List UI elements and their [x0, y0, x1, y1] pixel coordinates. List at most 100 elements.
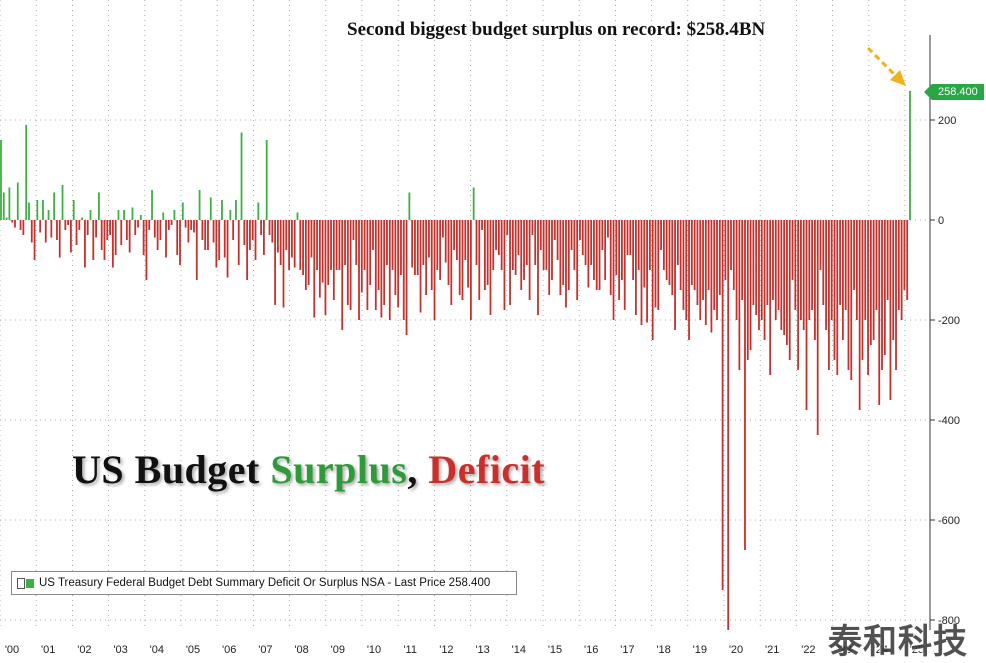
deficit-bar [64, 220, 67, 230]
surplus-bar [28, 202, 30, 220]
deficit-bar [565, 220, 567, 308]
chart-title: US Budget Surplus, Deficit [72, 446, 545, 493]
deficit-bar [570, 220, 573, 250]
x-tick-label: '04 [150, 644, 164, 656]
deficit-bar [405, 220, 408, 335]
deficit-bar [282, 220, 285, 308]
title-deficit: Deficit [428, 447, 546, 492]
surplus-bar [181, 202, 184, 220]
deficit-bar [436, 220, 439, 270]
deficit-bar [461, 220, 464, 300]
title-comma: , [407, 447, 418, 492]
surplus-bar [61, 185, 64, 220]
deficit-bar [369, 220, 372, 285]
surplus-bar [221, 200, 223, 220]
deficit-bar [179, 220, 181, 265]
deficit-bar [176, 220, 179, 255]
deficit-bar [506, 220, 509, 235]
deficit-bar [551, 220, 553, 280]
deficit-bar [411, 220, 414, 268]
y-tick-label: -200 [938, 315, 960, 327]
deficit-bar [794, 220, 797, 310]
deficit-bar [665, 220, 668, 280]
deficit-bar [774, 220, 777, 320]
surplus-bar [151, 190, 153, 220]
title-space [418, 447, 429, 492]
deficit-bar [212, 220, 215, 243]
deficit-bar [730, 220, 732, 270]
deficit-bar [660, 220, 662, 250]
deficit-bar [310, 220, 313, 258]
deficit-bar [615, 220, 618, 275]
deficit-bar [548, 220, 551, 295]
deficit-bar [562, 220, 565, 285]
deficit-bar [822, 220, 825, 305]
deficit-bar [755, 220, 758, 315]
surplus-bar [173, 210, 176, 220]
y-tick-label: 0 [938, 215, 944, 227]
deficit-bar [707, 220, 710, 290]
deficit-bar [609, 220, 612, 295]
deficit-bar [542, 220, 545, 270]
deficit-bar [433, 220, 436, 320]
deficit-bar [226, 220, 229, 278]
x-tick-label: '15 [548, 644, 562, 656]
surplus-bar [209, 197, 212, 220]
x-tick-label: '24 [874, 644, 888, 656]
deficit-bar [690, 220, 693, 285]
deficit-bar [841, 220, 844, 340]
deficit-bar [545, 220, 548, 270]
deficit-bar [621, 220, 623, 280]
deficit-bar [648, 220, 651, 270]
deficit-bar [693, 220, 696, 290]
deficit-bar [425, 220, 428, 295]
deficit-bar [520, 220, 523, 290]
x-tick-label: '10 [367, 644, 381, 656]
deficit-bar [752, 220, 755, 305]
deficit-bar [895, 220, 897, 370]
x-tick-label: '25 [910, 644, 924, 656]
deficit-bar [590, 220, 593, 265]
deficit-bar [503, 220, 506, 310]
deficit-bar [207, 220, 209, 250]
surplus-bar [2, 192, 5, 220]
deficit-bar [428, 220, 430, 258]
deficit-bar [559, 220, 562, 295]
deficit-bar [388, 220, 391, 320]
surplus-bar [89, 210, 92, 220]
deficit-bar [190, 220, 193, 230]
deficit-bar [422, 220, 425, 265]
deficit-bar [95, 220, 97, 238]
deficit-bar [204, 220, 207, 250]
deficit-bar [497, 220, 500, 255]
deficit-bar [478, 220, 481, 300]
deficit-bar [844, 220, 847, 310]
y-axis-ticks: 200 0 -200 -400 -600 -800 [930, 115, 960, 627]
deficit-bar [553, 220, 556, 240]
deficit-bar [869, 220, 872, 345]
legend-swatch [26, 578, 34, 588]
deficit-bar [92, 220, 95, 260]
surplus-bar [0, 140, 2, 220]
deficit-bar [618, 220, 621, 300]
deficit-bar [688, 220, 690, 340]
deficit-bar [814, 220, 816, 340]
deficit-bar [637, 220, 640, 270]
deficit-bar [791, 220, 794, 280]
x-tick-label: '14 [512, 644, 526, 656]
deficit-bar [489, 220, 492, 315]
surplus-bar [198, 190, 201, 220]
deficit-bar [749, 220, 752, 350]
deficit-bar [402, 220, 405, 320]
deficit-bar [682, 220, 685, 310]
deficit-bar [632, 220, 635, 280]
surplus-bar [25, 125, 28, 220]
deficit-bar [201, 220, 204, 240]
x-tick-label: '01 [41, 644, 55, 656]
deficit-bar [249, 220, 251, 250]
legend-label: US Treasury Federal Budget Debt Summary … [39, 577, 491, 589]
deficit-bar [802, 220, 805, 330]
legend-checkbox[interactable] [17, 577, 25, 589]
deficit-bar [531, 220, 534, 235]
